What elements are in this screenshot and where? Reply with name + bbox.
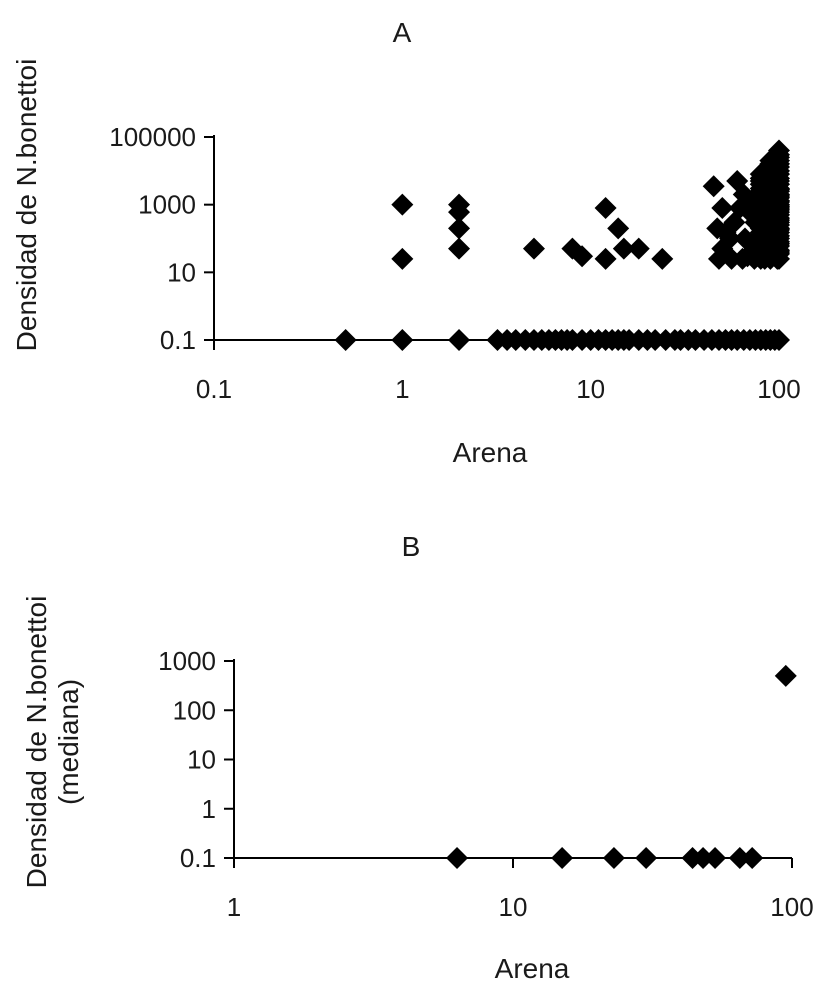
data-point [749,180,772,203]
data-point [692,847,715,869]
y-tick-label: 0.1 [180,843,216,873]
panel-b-x-label: Arena [495,953,570,983]
panel-b-y-ticks: 0.1 1 10 100 1000 [158,646,234,873]
data-point [749,245,772,268]
y-tick-label: 10 [187,745,216,775]
data-point [719,227,742,250]
panel-b-title: B [402,531,421,562]
data-point [448,237,471,260]
data-point [728,847,751,869]
y-tick-label: 1000 [138,190,196,220]
panel-a-y-ticks: 0.1 10 1000 100000 [109,122,214,355]
panel-b-y-label: Densidad de N.bonettoi [21,596,52,889]
data-point [741,847,764,869]
data-point [391,247,414,270]
data-point [749,163,772,186]
data-point [612,237,635,260]
panel-a-x-ticks: 0.1 1 10 100 [196,340,801,404]
data-point [635,847,658,869]
panel-a-x-label: Arena [453,437,528,468]
data-point [768,329,790,351]
data-point [391,329,414,351]
data-point [334,329,357,351]
x-tick-label: 10 [499,892,528,922]
y-tick-label: 0.1 [160,325,196,355]
data-point [627,237,650,260]
x-tick-label: 0.1 [196,374,232,404]
x-tick-label: 1 [227,892,241,922]
data-point [711,196,734,219]
data-point [651,247,674,270]
panel-b-x-ticks: 1 10 100 [227,858,814,922]
data-point [594,196,617,219]
data-point [551,847,574,869]
x-tick-label: 1 [395,374,409,404]
data-point [522,237,545,260]
y-tick-label: 1 [202,794,216,824]
x-tick-label: 100 [757,374,800,404]
data-point [607,217,630,240]
data-point [448,329,471,351]
y-tick-label: 1000 [158,646,216,676]
data-point [759,149,782,172]
x-tick-label: 10 [576,374,605,404]
data-point [571,245,594,268]
panel-a: A 0.1 10 1000 100000 0.1 1 10 100 Arena Densid… [11,17,801,468]
data-point [704,847,727,869]
y-tick-label: 10 [167,257,196,287]
panel-a-points [334,139,790,351]
panel-a-y-label: Densidad de N.bonettoi [11,59,42,352]
data-point [448,217,471,240]
data-point [594,247,617,270]
data-point [774,664,797,687]
panel-b: B 0.1 1 10 100 1000 1 10 100 Arena Densidad de… [21,531,814,983]
y-tick-label: 100000 [109,122,196,152]
data-point [446,847,469,869]
data-point [448,201,471,224]
y-tick-label: 100 [173,695,216,725]
data-point [602,847,625,869]
data-point [391,193,414,216]
panel-b-y-label-2: (mediana) [53,679,84,805]
x-tick-label: 100 [770,892,813,922]
data-point [702,175,725,198]
panel-b-points [446,664,797,869]
panel-a-title: A [393,17,412,48]
